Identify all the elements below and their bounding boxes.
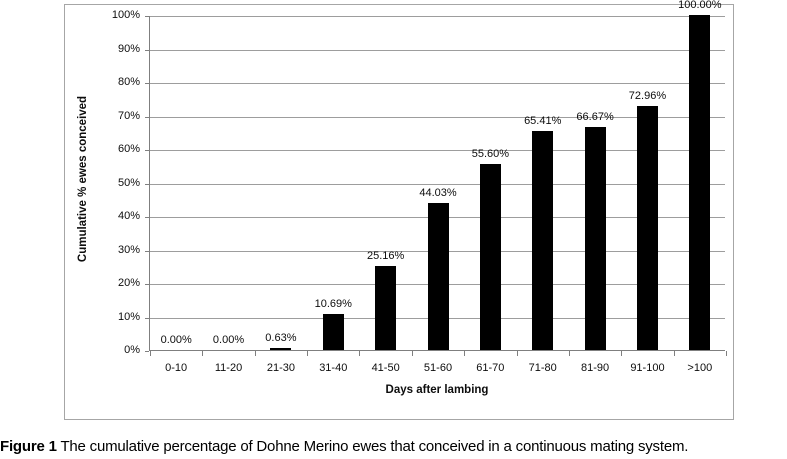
y-axis-tick: [145, 83, 149, 84]
category-label-81-90: 81-90: [581, 362, 610, 374]
x-axis-tick: [517, 351, 518, 356]
x-axis-tick: [307, 351, 308, 356]
y-tick-label: 40%: [117, 210, 140, 222]
x-axis-tick: [255, 351, 256, 356]
data-label-71-80: 65.41%: [524, 114, 562, 127]
y-tick-label: 70%: [117, 109, 140, 122]
y-tick-label: 10%: [117, 310, 140, 323]
category-label-61-70: 61-70: [476, 362, 505, 374]
y-tick-label: 20%: [117, 277, 140, 289]
bar-41-50: [375, 265, 397, 350]
y-tick-label: 90%: [117, 42, 140, 55]
data-label-31-40: 10.69%: [314, 298, 352, 311]
category-label-71-80: 71-80: [528, 362, 557, 374]
x-axis-tick: [359, 351, 360, 356]
category-label-0-10: 0-10: [165, 362, 188, 374]
bar-61-70: [479, 163, 501, 350]
y-axis-tick: [145, 49, 149, 51]
data-label-0-10: 0.00%: [160, 334, 192, 346]
y-axis-tick: [145, 351, 149, 352]
data-label-11-20: 0.00%: [212, 334, 245, 346]
y-tick-label: 80%: [117, 76, 140, 88]
gridline-50: [150, 183, 725, 185]
x-axis-tick: [674, 351, 675, 356]
category-label-91-100: 91-100: [630, 362, 665, 374]
y-axis-tick: [145, 16, 149, 17]
gridline-90: [150, 49, 725, 51]
data-label-51-60: 44.03%: [419, 186, 457, 199]
category-label-21-30: 21-30: [266, 362, 295, 374]
y-tick-label: 100%: [111, 9, 140, 21]
category-label-31-40: 31-40: [319, 362, 348, 374]
y-axis-tick: [145, 116, 149, 118]
data-label-91-100: 72.96%: [628, 89, 667, 102]
y-axis-tick: [145, 250, 149, 252]
x-axis-tick: [621, 351, 622, 356]
y-axis-tick: [145, 150, 149, 151]
bar->100: [689, 15, 711, 350]
plot-area: 0% 10% 20% 30% 40% 50% 60% 70% 80% 90% 100% 0.00% 0-…: [112, 0, 727, 374]
data-label-21-30: 0.63%: [265, 331, 297, 344]
x-axis-tick: [726, 351, 727, 356]
y-axis-tick: [145, 217, 149, 218]
x-axis-tick: [412, 351, 413, 356]
data-label->100: 100.00%: [678, 0, 722, 11]
y-tick-label: 30%: [117, 243, 140, 256]
x-axis-tick: [464, 351, 465, 356]
data-label-61-70: 55.60%: [471, 147, 510, 160]
bar-51-60: [427, 202, 449, 350]
y-tick-label: 50%: [117, 176, 140, 189]
bar-71-80: [532, 130, 554, 350]
y-axis-title-text: Cumulative % ewes conceived: [77, 95, 89, 263]
category-label-41-50: 41-50: [371, 362, 400, 374]
x-axis-tick: [569, 351, 570, 356]
category-label-11-20: 11-20: [214, 362, 243, 374]
bar-31-40: [322, 314, 344, 350]
x-axis-tick: [202, 351, 203, 356]
figure-caption-label: Figure 1: [0, 438, 57, 455]
y-tick-label: 60%: [117, 143, 140, 155]
category-label->100: >100: [687, 362, 713, 374]
y-axis-tick: [145, 183, 149, 185]
data-label-81-90: 66.67%: [576, 110, 614, 123]
data-label-41-50: 25.16%: [366, 249, 405, 262]
x-axis-tick: [150, 351, 151, 356]
bar-21-30: [270, 347, 292, 350]
y-axis-tick: [145, 284, 149, 285]
category-label-51-60: 51-60: [423, 362, 453, 374]
x-axis-title: Days after lambing: [385, 384, 489, 396]
bar-91-100: [636, 105, 658, 350]
chart-figure: Cumulative % ewes conceived 0% 10% 20% 30% 4…: [64, 0, 734, 420]
gridline-70: [150, 116, 725, 118]
y-axis-tick: [145, 317, 149, 319]
figure-caption: Figure 1 The cumulative percentage of Do…: [0, 438, 787, 455]
gridline-100: [150, 16, 725, 17]
figure-caption-text: The cumulative percentage of Dohne Merin…: [56, 438, 689, 455]
y-tick-label: 0%: [124, 344, 140, 356]
bar-81-90: [584, 126, 606, 350]
gridline-80: [150, 83, 725, 84]
gridline-60: [150, 150, 725, 151]
